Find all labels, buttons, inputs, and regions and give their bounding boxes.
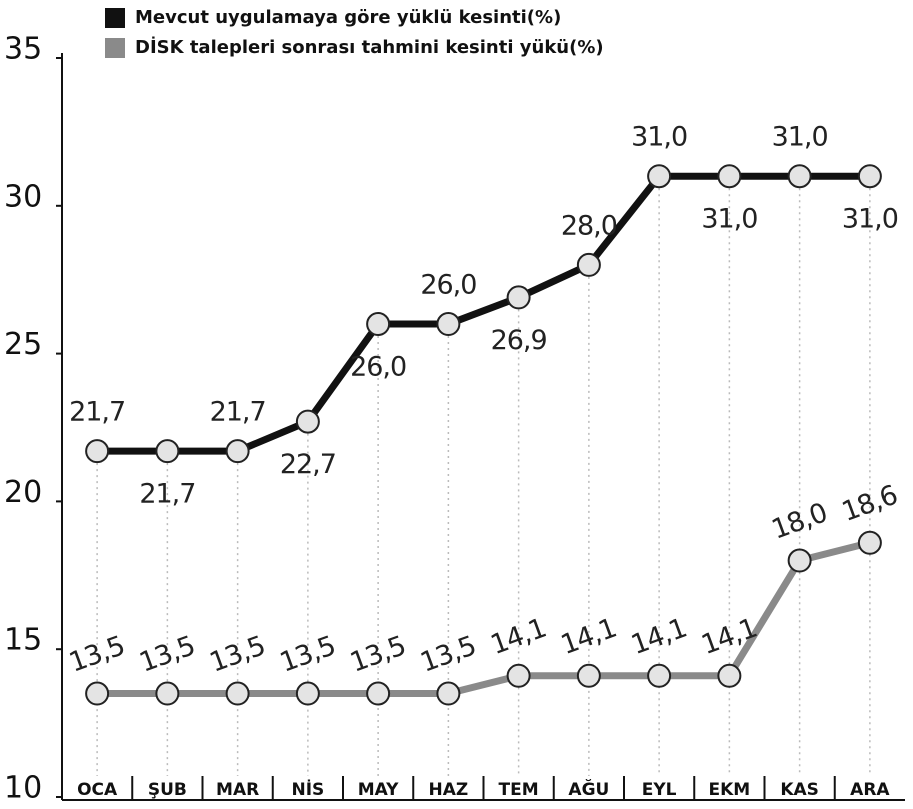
point	[295, 681, 320, 706]
legend-label: Mevcut uygulamaya göre yüklü kesinti(%)	[135, 7, 561, 28]
data-label: 26,0	[420, 270, 476, 301]
point	[436, 681, 461, 706]
point	[647, 663, 672, 688]
point	[436, 312, 461, 337]
y-tick-label: 20	[4, 475, 42, 510]
point	[857, 530, 882, 555]
point	[155, 439, 180, 464]
point	[225, 681, 250, 706]
point	[155, 681, 180, 706]
data-label: 22,7	[280, 449, 336, 480]
point	[366, 312, 391, 337]
y-tick-label: 35	[4, 32, 42, 67]
point	[225, 439, 250, 464]
data-label: 21,7	[139, 479, 195, 510]
legend-swatch	[105, 38, 125, 58]
x-tick-label: OCA	[77, 780, 118, 800]
x-tick-label: MAY	[358, 780, 399, 800]
point	[576, 663, 601, 688]
point	[717, 164, 742, 189]
point	[506, 663, 531, 688]
point	[576, 252, 601, 277]
data-label: 31,0	[842, 204, 898, 235]
x-tick-label: NİS	[291, 778, 324, 800]
data-label: 31,0	[631, 122, 687, 153]
point	[647, 164, 672, 189]
x-tick-label: MAR	[216, 780, 259, 800]
point	[717, 663, 742, 688]
legend-label: DİSK talepleri sonrası tahmini kesinti y…	[135, 36, 604, 58]
point	[85, 681, 110, 706]
x-tick-label: EYL	[642, 780, 677, 800]
data-label: 31,0	[772, 122, 828, 153]
data-label: 21,7	[69, 397, 125, 428]
y-tick-label: 25	[4, 327, 42, 362]
point	[787, 548, 812, 573]
data-label: 31,0	[701, 204, 757, 235]
x-tick-label: KAS	[780, 780, 819, 800]
point	[295, 409, 320, 434]
point	[787, 164, 812, 189]
point	[366, 681, 391, 706]
point	[85, 439, 110, 464]
data-label: 28,0	[561, 210, 617, 241]
data-label: 26,0	[350, 352, 406, 383]
data-label: 21,7	[210, 397, 266, 428]
x-tick-label: EKM	[709, 780, 751, 800]
y-tick-label: 15	[4, 623, 42, 658]
data-label: 26,9	[491, 325, 547, 356]
x-tick-label: ŞUB	[148, 780, 187, 800]
x-tick-label: TEM	[499, 780, 539, 800]
point	[506, 285, 531, 310]
x-tick-label: HAZ	[429, 780, 469, 800]
y-tick-label: 30	[4, 179, 42, 214]
legend-swatch	[105, 8, 125, 28]
x-tick-label: AĞU	[568, 778, 609, 800]
point	[857, 164, 882, 189]
y-tick-label: 10	[4, 771, 42, 806]
x-tick-label: ARA	[850, 780, 890, 800]
